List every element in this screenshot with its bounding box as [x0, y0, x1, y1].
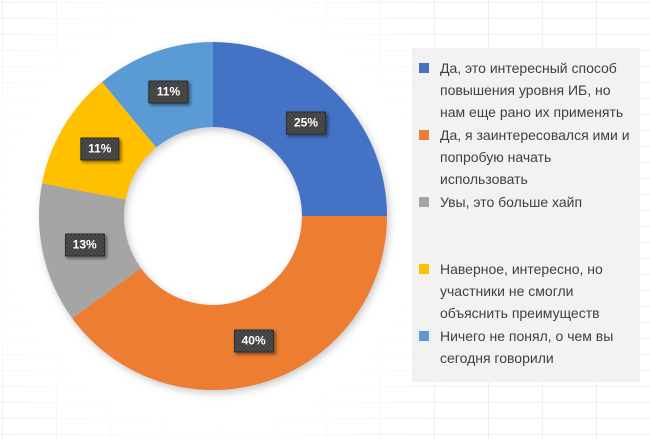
legend-item: Наверное, интересно, но участники не смо…	[419, 258, 635, 324]
legend-item: Ничего не понял, о чем вы сегодня говори…	[419, 325, 635, 369]
donut-slice	[213, 42, 387, 216]
chart-legend: Да, это интересный способ повышения уров…	[412, 48, 640, 382]
legend-label: Увы, это больше хайп	[440, 194, 583, 210]
legend-swatch	[419, 264, 429, 274]
legend-label: Ничего не понял, о чем вы сегодня говори…	[440, 328, 614, 366]
legend-label: Да, я заинтересовался ими и попробую нач…	[440, 127, 630, 187]
legend-label: Наверное, интересно, но участники не смо…	[440, 261, 603, 321]
legend-label: Да, это интересный способ повышения уров…	[440, 60, 624, 120]
legend-swatch	[419, 130, 429, 140]
legend-item: Увы, это больше хайп	[419, 191, 635, 213]
donut-slices	[38, 42, 387, 390]
donut-slice	[42, 81, 157, 200]
donut-slice	[72, 216, 387, 390]
legend-item: Да, это интересный способ повышения уров…	[419, 57, 635, 123]
legend-swatch	[419, 63, 429, 73]
legend-item: Да, я заинтересовался ими и попробую нач…	[419, 124, 635, 190]
legend-swatch	[419, 197, 429, 207]
legend-swatch	[419, 331, 429, 341]
